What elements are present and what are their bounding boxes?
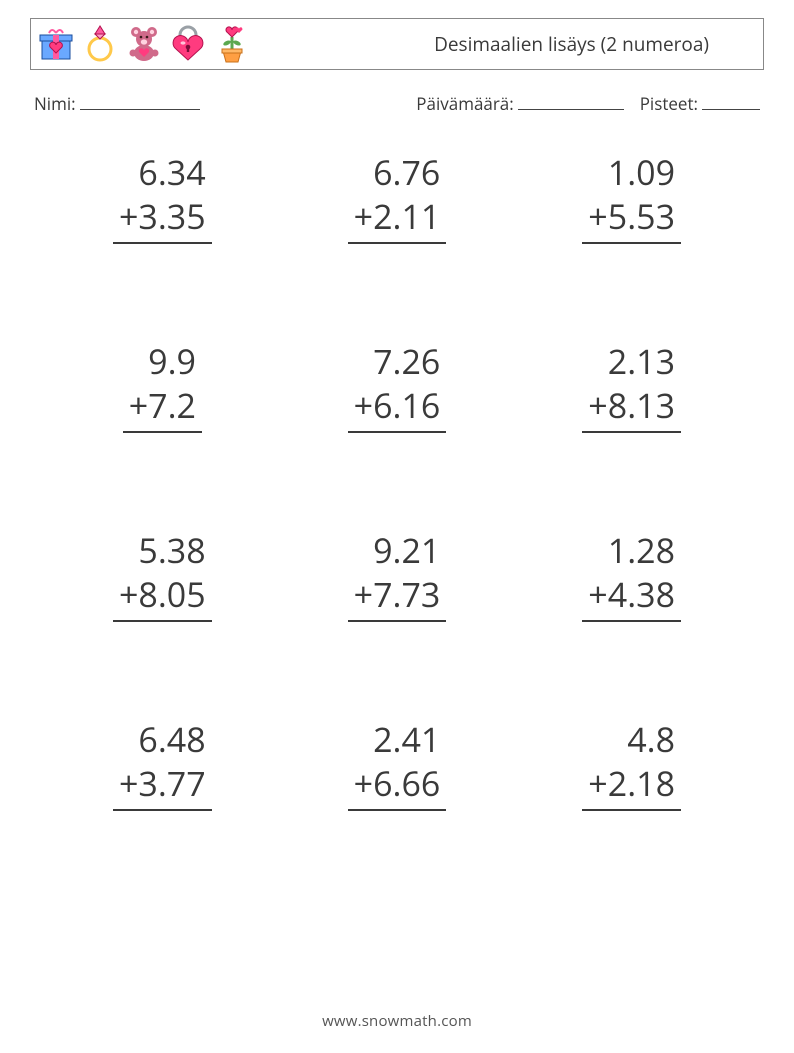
addend-top: 9.9 <box>123 340 202 384</box>
addend-top: 5.38 <box>113 529 212 573</box>
addend-top: 2.13 <box>582 340 681 384</box>
problem: 2.13+8.13 <box>519 340 744 433</box>
addend-bottom-value: 3.35 <box>138 193 205 239</box>
operator: + <box>354 195 373 239</box>
problem: 4.8+2.18 <box>519 718 744 811</box>
addend-bottom: +7.73 <box>348 573 447 623</box>
gift-heart-icon <box>39 25 73 63</box>
score-label: Pisteet: <box>640 92 698 115</box>
operator: + <box>354 762 373 806</box>
addend-bottom: +6.66 <box>348 762 447 812</box>
addend-bottom-value: 8.13 <box>608 382 675 428</box>
problem: 1.28+4.38 <box>519 529 744 622</box>
operator: + <box>588 762 607 806</box>
addend-top: 2.41 <box>348 718 447 762</box>
problem: 2.41+6.66 <box>285 718 510 811</box>
ring-icon <box>83 25 117 63</box>
addend-bottom: +3.35 <box>113 195 212 245</box>
score-blank[interactable] <box>702 92 760 110</box>
problem: 7.26+6.16 <box>285 340 510 433</box>
addend-bottom: +3.77 <box>113 762 212 812</box>
worksheet-header: Desimaalien lisäys (2 numeroa) <box>30 18 764 70</box>
operator: + <box>119 573 138 617</box>
date-label: Päivämäärä: <box>416 92 513 115</box>
addend-top: 6.48 <box>113 718 212 762</box>
addend-bottom: +7.2 <box>123 384 202 434</box>
operator: + <box>354 384 373 428</box>
worksheet-title: Desimaalien lisäys (2 numeroa) <box>434 31 749 57</box>
operator: + <box>119 762 138 806</box>
addend-top: 6.76 <box>348 151 447 195</box>
addend-bottom: +2.11 <box>348 195 447 245</box>
name-label: Nimi: <box>34 92 76 115</box>
flower-pot-icon <box>215 25 249 63</box>
addend-bottom-value: 6.66 <box>373 760 440 806</box>
problem: 9.9+7.2 <box>50 340 275 433</box>
footer-url: www.snowmath.com <box>0 1011 794 1031</box>
addend-bottom-value: 3.77 <box>138 760 205 806</box>
problems-grid: 6.34+3.356.76+2.111.09+5.539.9+7.27.26+6… <box>30 151 764 811</box>
problem: 5.38+8.05 <box>50 529 275 622</box>
problem: 6.76+2.11 <box>285 151 510 244</box>
operator: + <box>588 384 607 428</box>
problem: 1.09+5.53 <box>519 151 744 244</box>
addend-top: 1.28 <box>582 529 681 573</box>
addend-top: 9.21 <box>348 529 447 573</box>
addend-top: 4.8 <box>582 718 681 762</box>
addend-top: 7.26 <box>348 340 447 384</box>
problem: 6.34+3.35 <box>50 151 275 244</box>
addend-bottom-value: 4.38 <box>608 571 675 617</box>
name-blank[interactable] <box>80 92 200 110</box>
addend-bottom: +8.13 <box>582 384 681 434</box>
addend-bottom: +8.05 <box>113 573 212 623</box>
addend-bottom-value: 6.16 <box>373 382 440 428</box>
operator: + <box>588 573 607 617</box>
meta-row: Nimi: Päivämäärä: Pisteet: <box>34 92 760 115</box>
addend-bottom-value: 8.05 <box>138 571 205 617</box>
addend-bottom-value: 5.53 <box>608 193 675 239</box>
addend-top: 1.09 <box>582 151 681 195</box>
addend-bottom-value: 7.73 <box>373 571 440 617</box>
teddy-bear-icon <box>127 25 161 63</box>
addend-bottom-value: 7.2 <box>148 382 196 428</box>
operator: + <box>354 573 373 617</box>
addend-bottom-value: 2.18 <box>608 760 675 806</box>
operator: + <box>129 384 148 428</box>
problem: 9.21+7.73 <box>285 529 510 622</box>
addend-bottom-value: 2.11 <box>373 193 440 239</box>
operator: + <box>588 195 607 239</box>
date-blank[interactable] <box>518 92 624 110</box>
problem: 6.48+3.77 <box>50 718 275 811</box>
heart-lock-icon <box>171 25 205 63</box>
addend-bottom: +2.18 <box>582 762 681 812</box>
header-icon-row <box>39 25 249 63</box>
addend-top: 6.34 <box>113 151 212 195</box>
addend-bottom: +5.53 <box>582 195 681 245</box>
operator: + <box>119 195 138 239</box>
addend-bottom: +6.16 <box>348 384 447 434</box>
addend-bottom: +4.38 <box>582 573 681 623</box>
